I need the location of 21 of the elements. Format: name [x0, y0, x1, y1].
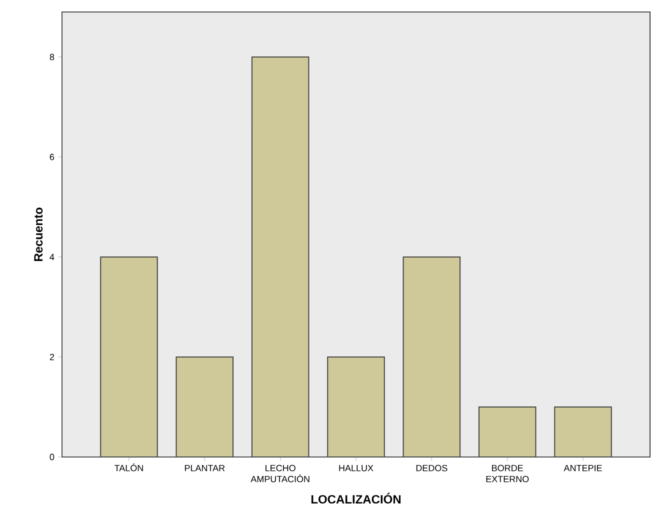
x-tick-label: DEDOS — [416, 464, 448, 472]
bar — [252, 56, 309, 457]
x-tick-label: BORDE EXTERNO — [486, 464, 529, 482]
y-tick-label: 0 — [50, 454, 54, 460]
y-tick-label: 2 — [50, 354, 54, 360]
bar — [328, 356, 384, 457]
x-tick-label: TALÓN — [114, 463, 143, 472]
bar — [554, 406, 612, 457]
bar — [176, 356, 234, 457]
y-tick-label: 6 — [50, 154, 54, 160]
y-axis-title: Recuento — [34, 208, 43, 262]
bar — [478, 406, 536, 457]
x-tick-label: LECHO AMPUTACIÓN — [250, 464, 310, 482]
y-tick-label: 8 — [50, 54, 54, 60]
bar — [100, 256, 158, 457]
bar — [403, 256, 460, 457]
x-tick-label: HALLUX — [339, 464, 374, 472]
x-tick-label: PLANTAR — [184, 464, 225, 472]
y-tick-label: 4 — [50, 254, 54, 260]
x-axis-title: LOCALIZACIÓN — [311, 492, 401, 504]
x-tick-label: ANTEPIE — [564, 464, 602, 472]
